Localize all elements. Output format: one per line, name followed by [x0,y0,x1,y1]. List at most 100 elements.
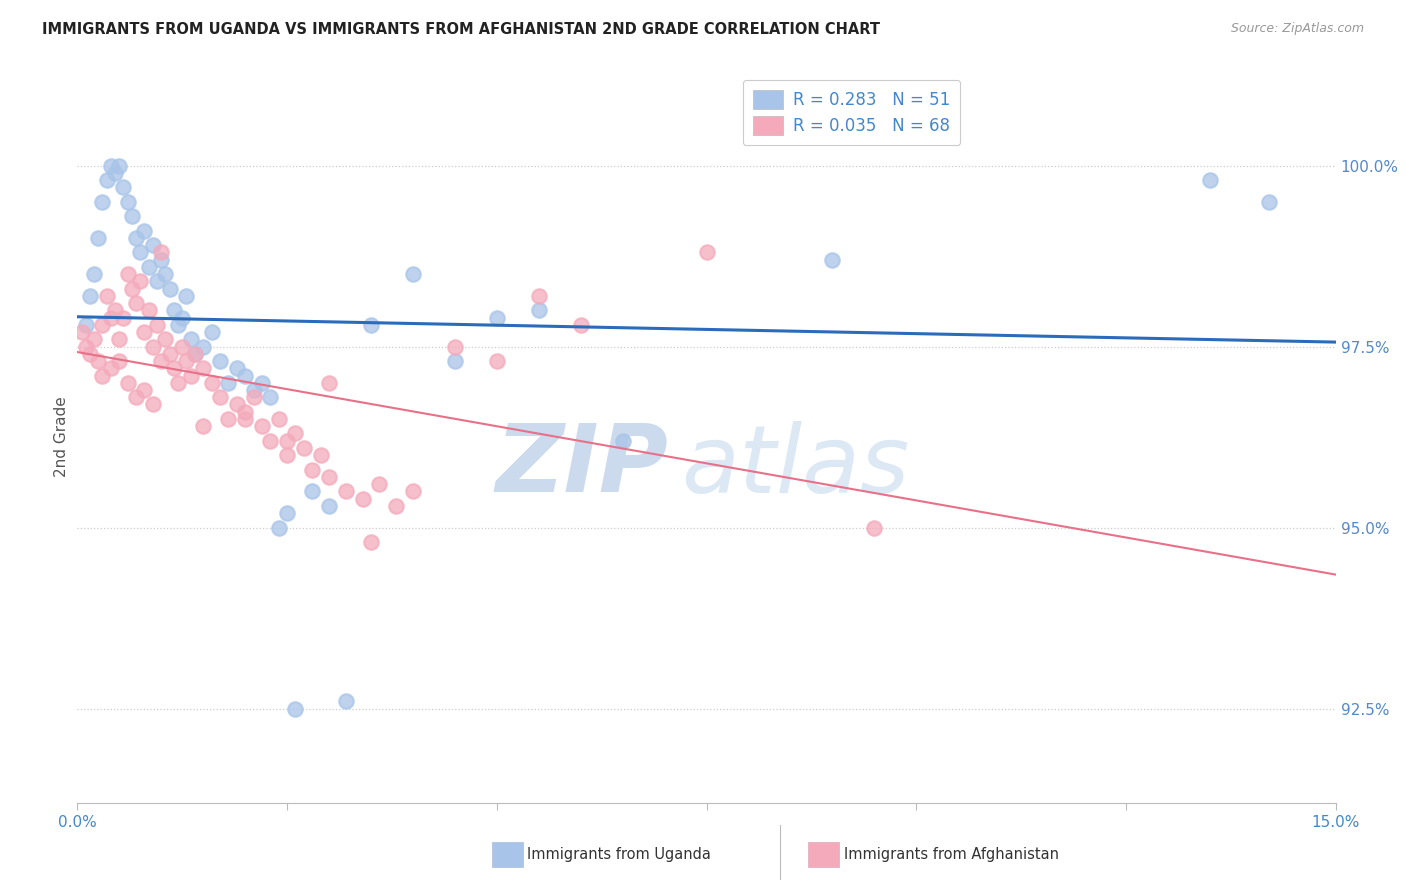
Point [100,310,122,325]
Point [91,368,114,383]
Point [402,484,425,499]
Point [485,310,508,325]
Point [172,310,194,325]
Point [75,340,97,354]
Point [208,354,231,368]
Point [360,535,382,549]
Point [191,340,215,354]
Point [527,289,550,303]
Point [301,463,323,477]
Point [225,397,247,411]
Point [233,368,256,383]
Point [176,354,198,368]
Point [129,245,152,260]
Point [142,238,165,252]
Legend: R = 0.283   N = 51, R = 0.035   N = 68: R = 0.283 N = 51, R = 0.035 N = 68 [742,79,960,145]
Point [180,368,202,383]
Point [134,224,156,238]
Point [117,267,139,281]
Point [191,361,215,376]
Point [309,448,332,462]
Point [146,318,169,332]
Point [444,340,467,354]
Point [569,318,592,332]
Point [112,310,135,325]
Point [138,260,160,274]
Point [155,332,177,346]
Point [121,209,143,223]
Point [276,448,298,462]
Point [142,397,165,411]
Point [200,376,222,390]
Point [167,376,190,390]
Point [352,491,374,506]
Point [146,274,169,288]
Point [176,289,198,303]
Point [108,354,131,368]
Point [250,419,273,434]
Point [444,354,467,368]
Point [233,412,256,426]
Point [75,318,97,332]
Point [225,361,247,376]
Text: IMMIGRANTS FROM UGANDA VS IMMIGRANTS FROM AFGHANISTAN 2ND GRADE CORRELATION CHAR: IMMIGRANTS FROM UGANDA VS IMMIGRANTS FRO… [42,22,880,37]
Point [191,419,215,434]
Point [159,347,181,361]
Point [134,325,156,339]
Point [83,267,105,281]
Point [284,701,307,715]
Point [150,245,173,260]
Point [200,325,222,339]
Point [335,484,357,499]
Point [276,506,298,520]
Point [242,390,264,404]
Point [125,296,148,310]
Point [129,274,152,288]
Point [104,303,127,318]
Point [184,347,207,361]
Point [79,347,101,361]
Y-axis label: 2nd Grade: 2nd Grade [53,397,69,477]
Point [485,354,508,368]
Point [385,499,408,513]
Point [125,231,148,245]
Text: Immigrants from Uganda: Immigrants from Uganda [527,847,711,862]
Point [335,694,357,708]
Point [821,252,844,267]
Text: ZIP: ZIP [496,420,669,512]
Point [117,194,139,209]
Point [100,159,122,173]
Point [138,303,160,318]
Point [79,289,101,303]
Point [259,390,281,404]
Point [318,470,340,484]
Point [142,340,165,354]
Point [1198,173,1220,187]
Point [368,477,391,491]
Point [172,340,194,354]
Point [91,318,114,332]
Point [301,484,323,499]
Point [1257,194,1279,209]
Point [250,376,273,390]
Point [696,245,718,260]
Point [159,282,181,296]
Point [108,332,131,346]
Point [360,318,382,332]
Point [184,347,207,361]
Text: atlas: atlas [682,421,910,512]
Point [150,252,173,267]
Point [108,159,131,173]
Point [217,376,239,390]
Point [150,354,173,368]
Point [318,499,340,513]
Point [217,412,239,426]
Point [155,267,177,281]
Point [83,332,105,346]
Point [208,390,231,404]
Point [267,520,290,534]
Text: Source: ZipAtlas.com: Source: ZipAtlas.com [1230,22,1364,36]
Point [125,390,148,404]
Point [91,194,114,209]
Point [96,173,118,187]
